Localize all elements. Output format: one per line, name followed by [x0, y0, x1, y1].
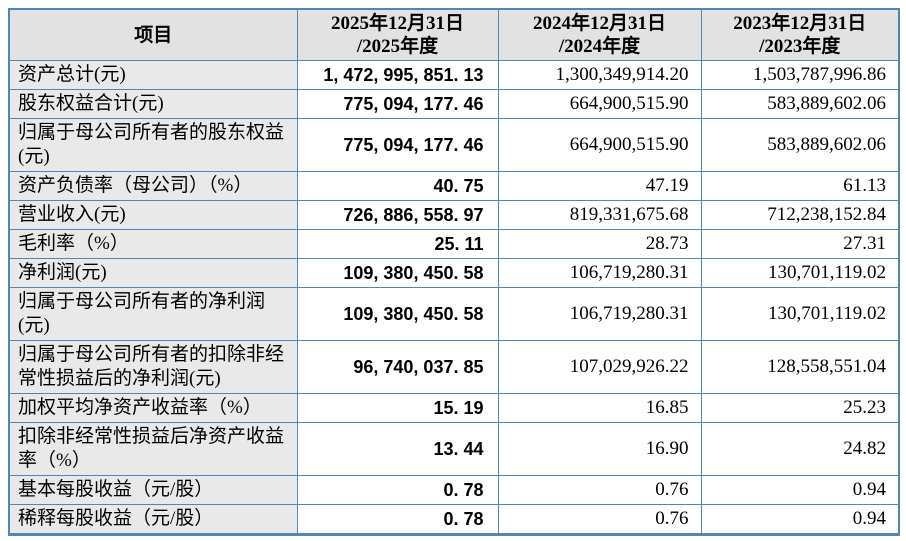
value-2024: 819,331,675.68 — [497, 200, 702, 230]
value-2025: 109, 380, 450. 58 — [296, 287, 499, 341]
value-2024: 28.73 — [497, 229, 702, 259]
value-2023: 130,701,119.02 — [700, 287, 900, 341]
value-2024: 16.90 — [497, 422, 702, 476]
row-label: 毛利率（%） — [8, 229, 298, 259]
value-2025: 40. 75 — [296, 171, 499, 201]
value-2025: 15. 19 — [296, 393, 499, 423]
value-2023: 0.94 — [700, 475, 900, 505]
row-label: 股东权益合计(元) — [8, 89, 298, 119]
value-2024: 664,900,515.90 — [497, 118, 702, 172]
row-label: 归属于母公司所有者的股东权益(元) — [8, 118, 298, 172]
header-row: 项目 2025年12月31日 /2025年度 2024年12月31日 /2024… — [8, 8, 900, 61]
value-2025: 25. 11 — [296, 229, 499, 259]
value-2025: 96, 740, 037. 85 — [296, 340, 499, 394]
table-row: 归属于母公司所有者的扣除非经常性损益后的净利润(元) 96, 740, 037.… — [8, 340, 900, 394]
table-row: 资产负债率（母公司）（%） 40. 75 47.19 61.13 — [8, 171, 900, 201]
value-2024: 16.85 — [497, 393, 702, 423]
table-row: 加权平均净资产收益率（%） 15. 19 16.85 25.23 — [8, 393, 900, 423]
header-2025: 2025年12月31日 /2025年度 — [296, 8, 499, 61]
table-row: 营业收入(元) 726, 886, 558. 97 819,331,675.68… — [8, 200, 900, 230]
value-2025: 1, 472, 995, 851. 13 — [296, 60, 499, 90]
value-2024: 106,719,280.31 — [497, 287, 702, 341]
value-2023: 1,503,787,996.86 — [700, 60, 900, 90]
value-2023: 128,558,551.04 — [700, 340, 900, 394]
table-row: 稀释每股收益（元/股） 0. 78 0.76 0.94 — [8, 504, 900, 535]
value-2025: 109, 380, 450. 58 — [296, 258, 499, 288]
row-label: 资产负债率（母公司）（%） — [8, 171, 298, 201]
value-2025: 0. 78 — [296, 504, 499, 535]
value-2024: 47.19 — [497, 171, 702, 201]
row-label: 扣除非经常性损益后净资产收益率（%） — [8, 422, 298, 476]
value-2024: 106,719,280.31 — [497, 258, 702, 288]
value-2023: 583,889,602.06 — [700, 89, 900, 119]
value-2024: 107,029,926.22 — [497, 340, 702, 394]
table-row: 扣除非经常性损益后净资产收益率（%） 13. 44 16.90 24.82 — [8, 422, 900, 476]
row-label: 归属于母公司所有者的净利润(元) — [8, 287, 298, 341]
row-label: 加权平均净资产收益率（%） — [8, 393, 298, 423]
value-2024: 1,300,349,914.20 — [497, 60, 702, 90]
row-label: 稀释每股收益（元/股） — [8, 504, 298, 535]
value-2023: 25.23 — [700, 393, 900, 423]
table-row: 基本每股收益（元/股） 0. 78 0.76 0.94 — [8, 475, 900, 505]
header-2023: 2023年12月31日 /2023年度 — [700, 8, 900, 61]
row-label: 资产总计(元) — [8, 60, 298, 90]
value-2025: 726, 886, 558. 97 — [296, 200, 499, 230]
value-2025: 775, 094, 177. 46 — [296, 89, 499, 119]
value-2024: 664,900,515.90 — [497, 89, 702, 119]
row-label: 营业收入(元) — [8, 200, 298, 230]
table-row: 资产总计(元) 1, 472, 995, 851. 13 1,300,349,9… — [8, 60, 900, 90]
table-row: 毛利率（%） 25. 11 28.73 27.31 — [8, 229, 900, 259]
financial-summary-table: 项目 2025年12月31日 /2025年度 2024年12月31日 /2024… — [8, 8, 900, 536]
table-row: 归属于母公司所有者的净利润(元) 109, 380, 450. 58 106,7… — [8, 287, 900, 341]
row-label: 归属于母公司所有者的扣除非经常性损益后的净利润(元) — [8, 340, 298, 394]
value-2023: 583,889,602.06 — [700, 118, 900, 172]
value-2023: 130,701,119.02 — [700, 258, 900, 288]
table-row: 净利润(元) 109, 380, 450. 58 106,719,280.31 … — [8, 258, 900, 288]
table-row: 股东权益合计(元) 775, 094, 177. 46 664,900,515.… — [8, 89, 900, 119]
value-2023: 0.94 — [700, 504, 900, 535]
header-item: 项目 — [8, 8, 298, 61]
row-label: 基本每股收益（元/股） — [8, 475, 298, 505]
value-2023: 712,238,152.84 — [700, 200, 900, 230]
value-2025: 0. 78 — [296, 475, 499, 505]
value-2025: 13. 44 — [296, 422, 499, 476]
value-2023: 27.31 — [700, 229, 900, 259]
value-2023: 24.82 — [700, 422, 900, 476]
table-row: 归属于母公司所有者的股东权益(元) 775, 094, 177. 46 664,… — [8, 118, 900, 172]
value-2024: 0.76 — [497, 504, 702, 535]
row-label: 净利润(元) — [8, 258, 298, 288]
value-2023: 61.13 — [700, 171, 900, 201]
value-2024: 0.76 — [497, 475, 702, 505]
value-2025: 775, 094, 177. 46 — [296, 118, 499, 172]
header-2024: 2024年12月31日 /2024年度 — [497, 8, 702, 61]
